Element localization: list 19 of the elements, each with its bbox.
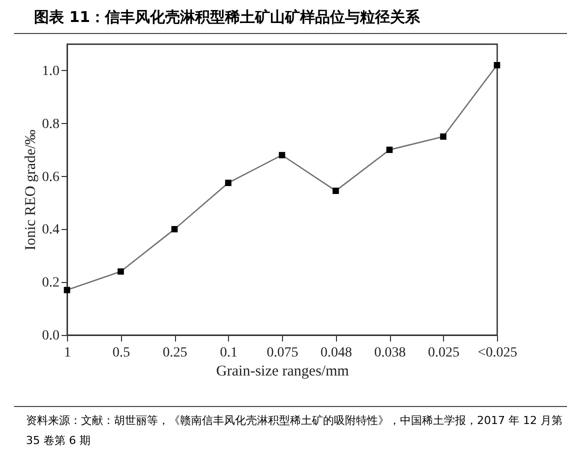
text: 资料来源：文献：胡世丽等，《赣南信丰风化壳淋积型稀土矿的吸附特性》，中国稀土学报，2017 年 12 月第 35 卷第 6 期 <box>14 406 567 451</box>
y-tick-label: 1.0 <box>42 64 60 79</box>
y-axis-title: Ionic REO grade/‰ <box>23 130 39 250</box>
chart-title: 图表 11：信丰风化壳淋积型稀土矿山矿样品位与粒径关系 <box>14 0 567 34</box>
x-tick-label: 0.048 <box>320 346 352 360</box>
x-tick-label: <0.025 <box>478 346 518 360</box>
x-tick-label: 0.25 <box>162 346 188 360</box>
x-tick-label: 1 <box>64 346 71 360</box>
y-tick-label: 0.8 <box>42 116 60 132</box>
x-tick-label: 0.5 <box>112 346 130 360</box>
x-tick-label: 0.038 <box>374 346 406 360</box>
x-tick-label: 0.075 <box>266 346 298 360</box>
y-tick-label: 0.0 <box>42 328 60 344</box>
y-tick-label: 0.2 <box>42 276 60 291</box>
x-tick-label: 0.1 <box>220 346 238 360</box>
y-tick-label: 0.6 <box>42 170 60 185</box>
y-tick-label: 0.4 <box>42 222 60 238</box>
x-axis-title: Grain-size ranges/mm <box>216 364 350 380</box>
x-tick-label: 0.025 <box>428 346 460 360</box>
